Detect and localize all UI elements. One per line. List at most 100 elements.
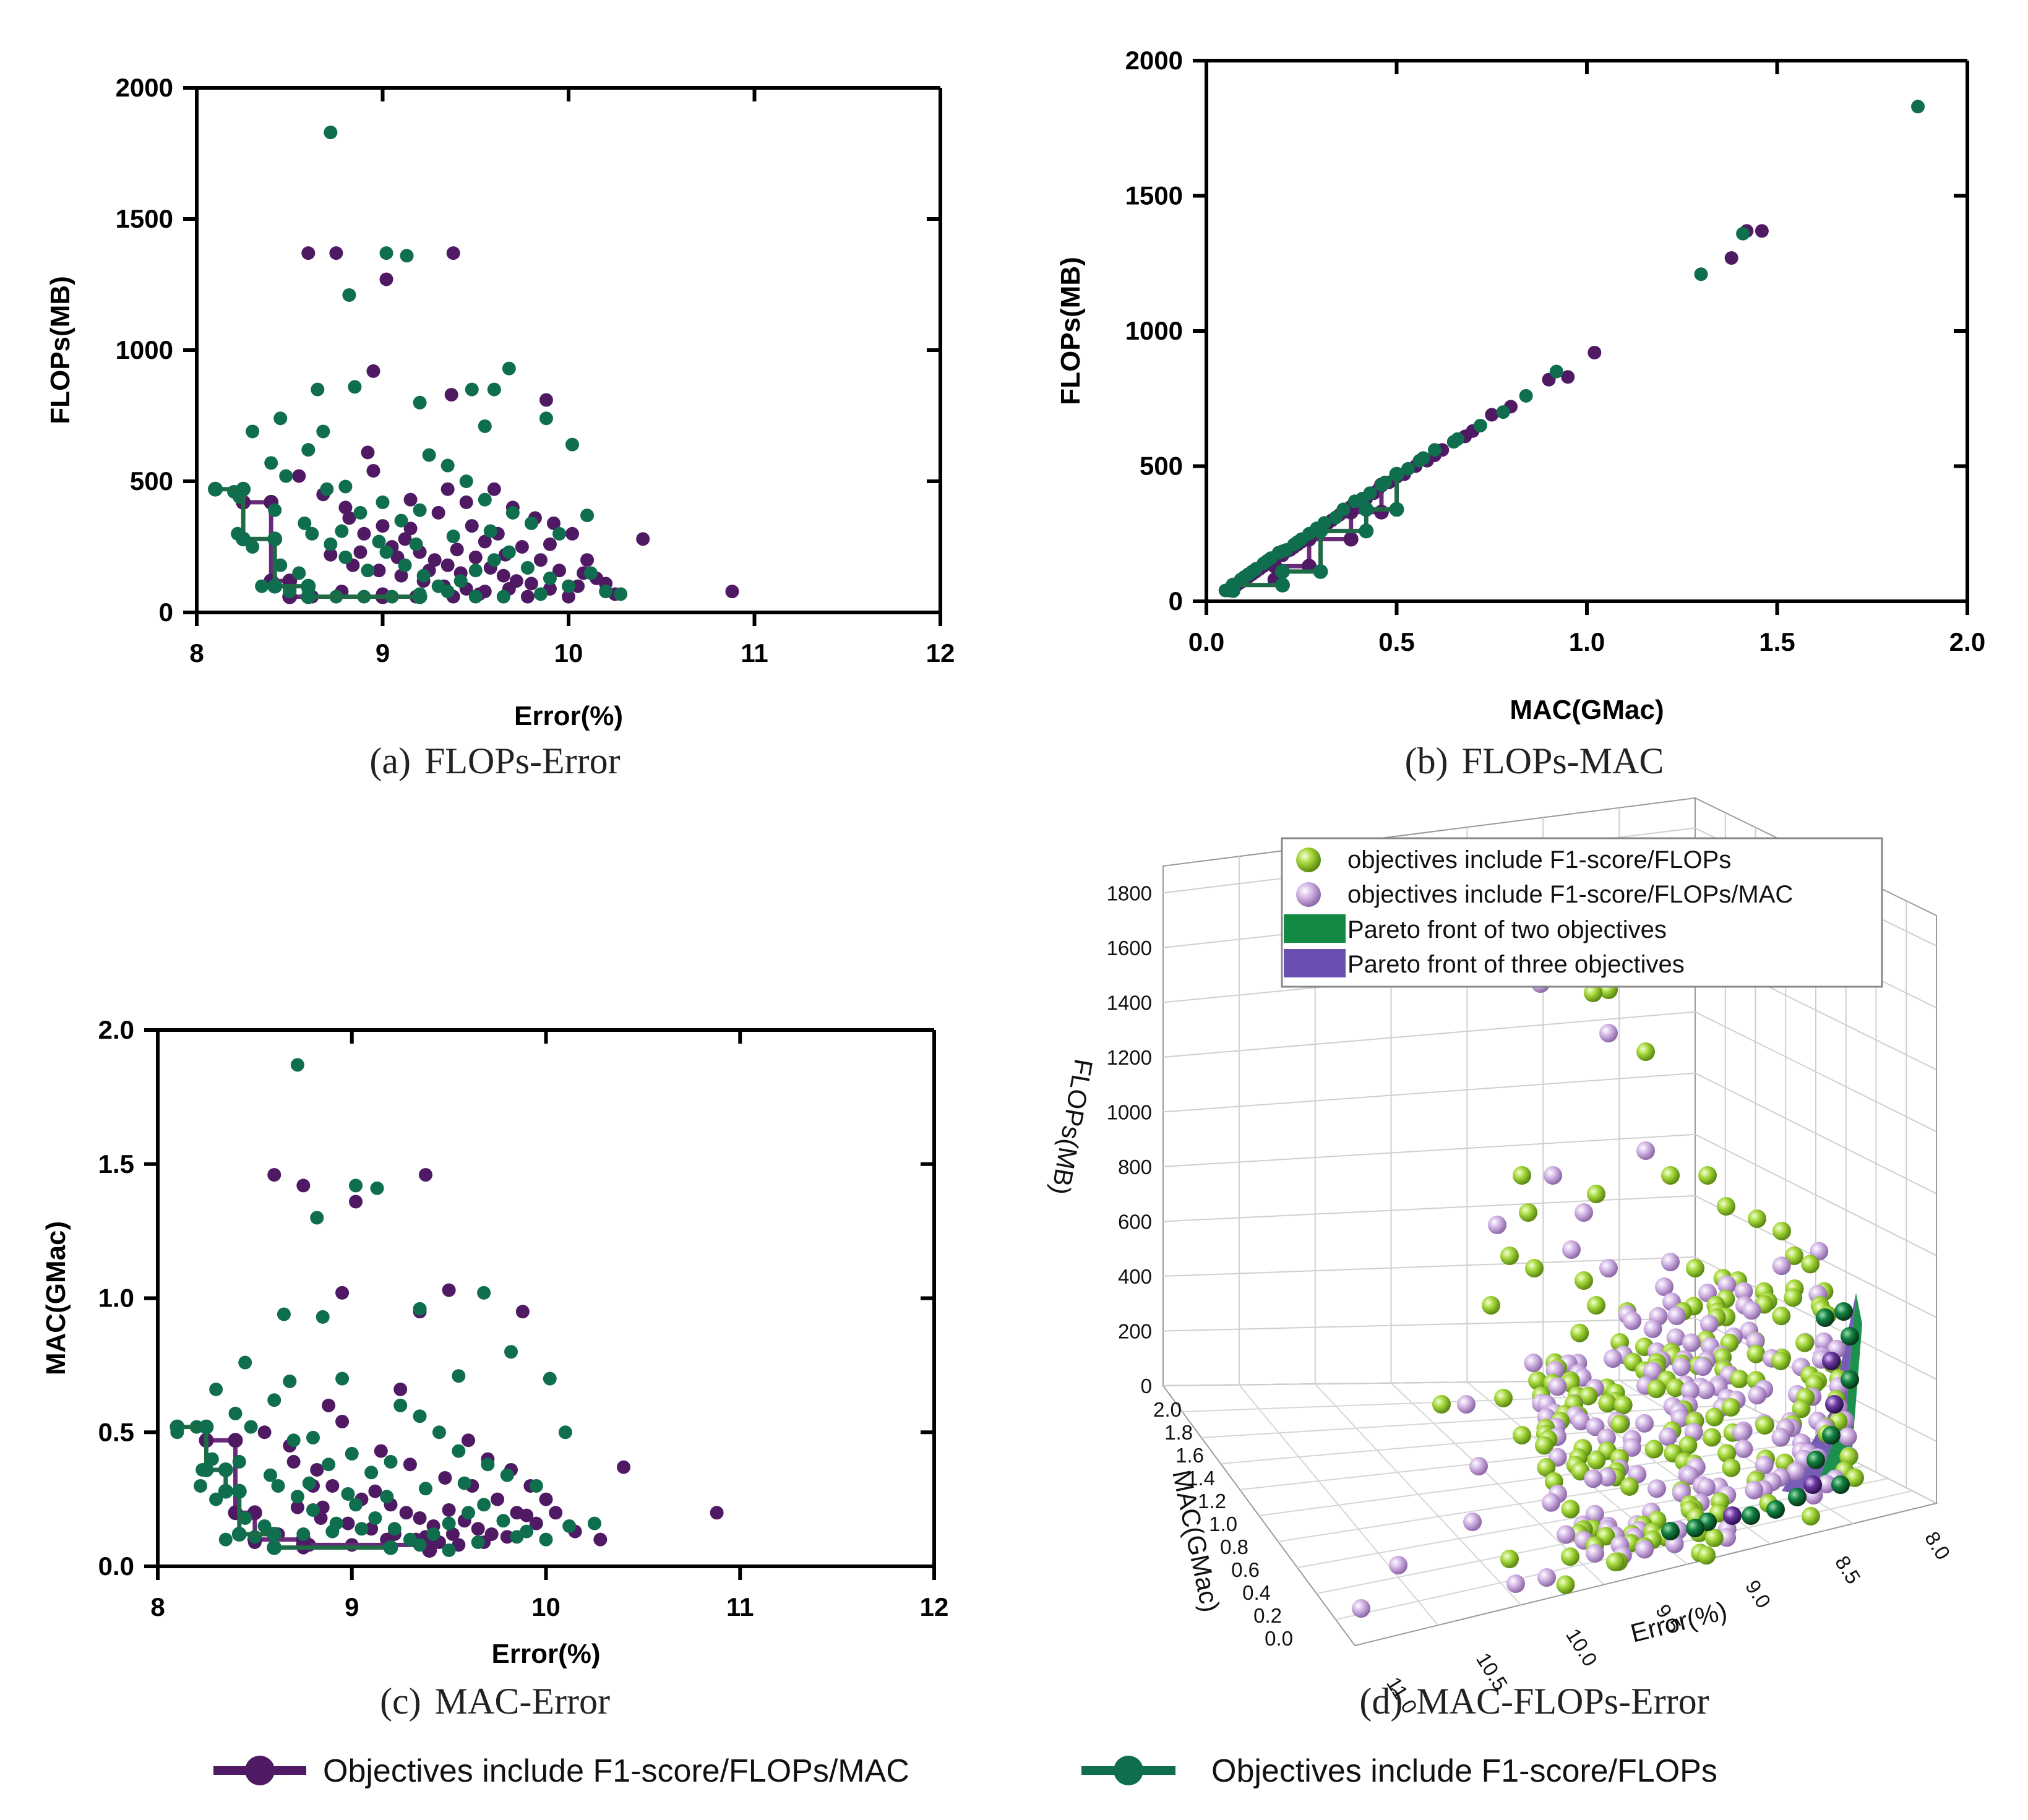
sphere-green (1747, 1344, 1766, 1363)
data-point (271, 1479, 285, 1493)
sphere-green (1500, 1550, 1519, 1568)
sphere-green (1560, 1547, 1579, 1566)
legend-green-marker (1114, 1756, 1143, 1785)
series-purple (199, 1168, 724, 1558)
sphere-green (1702, 1428, 1721, 1447)
sphere-green (1666, 1378, 1685, 1397)
legend-lilac-sphere-icon (1296, 882, 1321, 907)
sphere-green (1845, 1468, 1865, 1487)
sphere-lilac (1672, 1357, 1691, 1376)
pareto-point (1275, 564, 1290, 579)
data-point (228, 1406, 243, 1420)
data-point (580, 509, 595, 523)
sphere-green (1698, 1166, 1717, 1185)
data-point (468, 590, 483, 604)
data-point (710, 1506, 724, 1520)
y-tick-label: 1500 (116, 204, 173, 233)
data-point (353, 545, 367, 559)
sphere-lilac (1586, 1417, 1605, 1436)
data-point (1416, 451, 1430, 465)
data-point (310, 1462, 324, 1477)
data-point (587, 1516, 601, 1530)
pareto-point (301, 578, 316, 594)
data-point (366, 464, 380, 478)
spheres (1352, 943, 1865, 1618)
data-point (416, 569, 431, 583)
data-point (529, 1516, 543, 1530)
pareto-point (236, 531, 251, 547)
pareto-point (267, 1526, 282, 1542)
data-point (283, 1374, 297, 1388)
data-point (209, 1492, 223, 1506)
sphere-green (1587, 1296, 1605, 1315)
sphere-green (1730, 1370, 1749, 1389)
z-tick-label: 800 (1118, 1156, 1152, 1178)
data-point (306, 1503, 320, 1517)
data-point (292, 566, 306, 580)
z-tick-label: 1600 (1107, 937, 1152, 959)
data-point (394, 513, 408, 528)
data-point (322, 1457, 336, 1472)
sphere-lilac (1599, 1024, 1618, 1042)
bottom-legend: Objectives include F1-score/FLOPs/MAC Ob… (213, 1753, 1717, 1789)
data-point (324, 547, 338, 562)
sphere-green (1678, 1436, 1698, 1455)
sphere-pareto-green (1766, 1500, 1785, 1519)
x-tick-label: 0.0 (1188, 627, 1224, 656)
series-green (208, 126, 628, 604)
legend-3d-item-2: objectives include F1-score/FLOPs/MAC (1347, 881, 1793, 908)
pareto-point (199, 1462, 214, 1477)
pareto-point (208, 481, 223, 497)
sphere-green (1795, 1333, 1815, 1352)
data-point (539, 1532, 553, 1547)
sphere-pareto-green (1816, 1308, 1834, 1327)
x-tick-label: 10 (554, 638, 583, 667)
sphere-lilac (1748, 1386, 1767, 1405)
y-tick-label: 1.4 (1187, 1467, 1215, 1490)
data-point (376, 495, 390, 509)
data-point (1755, 224, 1769, 238)
legend-3d: objectives include F1-score/FLOPs object… (1281, 837, 1883, 988)
data-point (286, 1454, 301, 1469)
data-point (438, 1470, 452, 1485)
data-point (322, 1398, 336, 1412)
data-point (409, 537, 423, 551)
data-point (491, 1492, 505, 1506)
sphere-pareto-purple (1723, 1506, 1742, 1525)
sphere-green (1721, 1397, 1740, 1417)
data-point (380, 1490, 394, 1504)
data-point (311, 382, 325, 397)
sphere-green (1717, 1444, 1737, 1463)
y-tick-label: 0.2 (1253, 1604, 1282, 1627)
data-point (496, 1514, 510, 1528)
x-tick-label: 2.0 (1949, 627, 1985, 656)
data-point (524, 577, 538, 591)
y-tick-label: 1000 (1125, 316, 1183, 345)
sphere-lilac (1696, 1477, 1716, 1496)
data-point (502, 545, 516, 559)
data-point (478, 492, 492, 507)
data-point (444, 388, 458, 402)
data-point (515, 1305, 530, 1319)
data-point (418, 1168, 432, 1182)
data-point (335, 1286, 350, 1300)
x-tick-label: 9.0 (1741, 1576, 1776, 1612)
data-point (446, 246, 460, 260)
sphere-green (1432, 1395, 1451, 1414)
pareto-point (267, 578, 283, 594)
x-tick-label: 0.5 (1378, 627, 1414, 656)
data-point (403, 522, 418, 536)
data-point (277, 1307, 291, 1321)
data-point (442, 1283, 456, 1297)
data-point (562, 590, 575, 604)
y-axis-label: FLOPs(MB) (45, 276, 75, 424)
data-point (399, 1506, 413, 1520)
data-point (335, 1414, 350, 1428)
data-point (372, 564, 386, 578)
data-point (205, 1452, 219, 1466)
data-point (446, 530, 460, 544)
data-point (290, 1500, 304, 1514)
data-point (1260, 554, 1274, 568)
data-point (286, 1433, 301, 1448)
x-axis-label: Error(%) (514, 701, 623, 731)
